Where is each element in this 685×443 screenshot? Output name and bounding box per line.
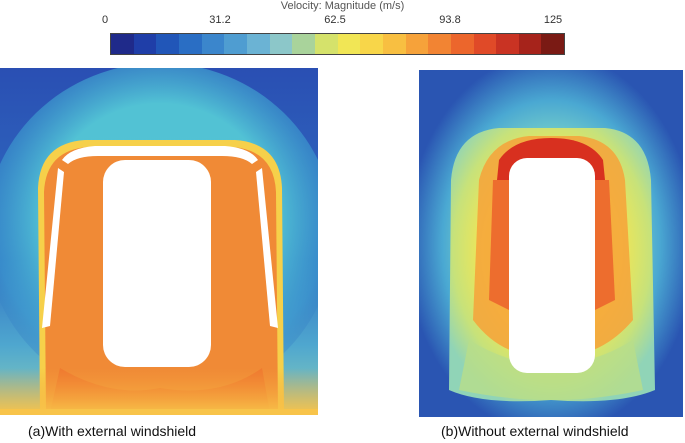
colorbar-segment-8 (292, 34, 315, 54)
velocity-contour-b (419, 70, 683, 417)
contour-panel-without-windshield (419, 70, 683, 417)
contour-panel-with-windshield (0, 68, 318, 415)
colorbar-segment-3 (178, 34, 202, 54)
colorbar-segment-6 (246, 34, 270, 54)
colorbar-segment-1 (133, 34, 157, 54)
colorbar-tick-1: 31.2 (209, 14, 231, 26)
caption-a: (a)With external windshield (28, 423, 197, 439)
colorbar-segment-13 (405, 34, 429, 54)
colorbar-segment-14 (428, 34, 451, 54)
colorbar-tick-3: 93.8 (439, 14, 461, 26)
colorbar-segment-10 (337, 34, 361, 54)
colorbar-segment-19 (541, 34, 565, 54)
colorbar-title: Velocity: Magnitude (m/s) (280, 0, 405, 12)
colorbar-segment-5 (224, 34, 247, 54)
colorbar-segment-4 (201, 34, 225, 54)
colorbar-segment-12 (382, 34, 406, 54)
colorbar-segment-2 (156, 34, 179, 54)
colorbar-segment-11 (360, 34, 383, 54)
colorbar-segment-15 (450, 34, 474, 54)
colorbar-tick-2: 62.5 (324, 14, 346, 26)
colorbar-segment-0 (111, 34, 134, 54)
colorbar-segment-17 (496, 34, 519, 54)
colorbar-tick-0: 0 (101, 14, 109, 26)
colorbar (110, 33, 565, 55)
colorbar-segment-16 (473, 34, 497, 54)
colorbar-tick-4: 125 (543, 14, 563, 26)
colorbar-segment-9 (314, 34, 338, 54)
caption-b: (b)Without external windshield (441, 423, 629, 439)
colorbar-segment-7 (269, 34, 293, 54)
colorbar-ticks: 0 31.2 62.5 93.8 125 (101, 14, 565, 30)
velocity-contour-a (0, 68, 318, 415)
colorbar-segment-18 (518, 34, 542, 54)
